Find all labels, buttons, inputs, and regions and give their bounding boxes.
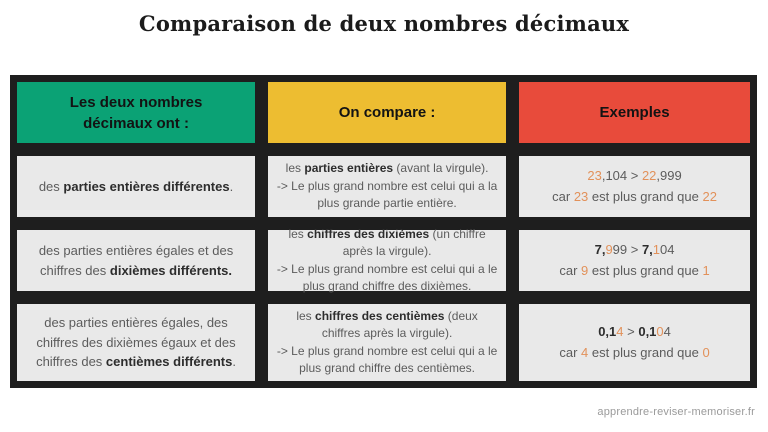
table-row-2-condition-cell: des parties entières égales et des chiff… [17, 230, 256, 291]
condition-text: des parties entières égales, des chiffre… [36, 315, 236, 370]
header-cell-compare: On compare : [268, 82, 507, 143]
header-label-examples: Exemples [599, 104, 670, 121]
example-text: 23,104 > 22,999 car 23 est plus grand qu… [552, 168, 717, 204]
table-row-1-example-cell: 23,104 > 22,999 car 23 est plus grand qu… [519, 156, 750, 217]
header-cell-conditions: Les deux nombres décimaux ont : [17, 82, 256, 143]
table-row-3-condition-cell: des parties entières égales, des chiffre… [17, 304, 256, 381]
example-text: 0,14 > 0,104 car 4 est plus grand que 0 [559, 324, 710, 360]
table-row-1-condition-cell: des parties entières différentes. [17, 156, 256, 217]
header-label-conditions: Les deux nombres décimaux ont : [69, 93, 203, 132]
compare-text: les parties entières (avant la virgule).… [276, 161, 498, 211]
condition-text: des parties entières égales et des chiff… [38, 243, 234, 278]
table-row-1-compare-cell: les parties entières (avant la virgule).… [268, 156, 507, 217]
table-row-2-compare-cell: les chiffres des dixièmes (un chiffre ap… [268, 227, 507, 293]
table-row-3-compare-cell: les chiffres des centièmes (deux chiffre… [268, 304, 507, 381]
header-label-compare: On compare : [338, 104, 436, 121]
watermark: apprendre-reviser-memoriser.fr [597, 406, 755, 418]
comparison-table: Les deux nombres décimaux ont : On compa… [10, 75, 757, 388]
table-row-2-example-cell: 7,999 > 7,104 car 9 est plus grand que 1 [519, 230, 750, 291]
page-title: Comparaison de deux nombres décimaux [138, 11, 630, 36]
compare-text: les chiffres des centièmes (deux chiffre… [276, 308, 498, 375]
condition-text: des parties entières différentes. [38, 178, 234, 194]
compare-text: les chiffres des dixièmes (un chiffre ap… [276, 226, 498, 293]
table-row-3-example-cell: 0,14 > 0,104 car 4 est plus grand que 0 [519, 304, 750, 381]
header-cell-examples: Exemples [519, 82, 750, 143]
example-text: 7,999 > 7,104 car 9 est plus grand que 1 [559, 242, 710, 278]
